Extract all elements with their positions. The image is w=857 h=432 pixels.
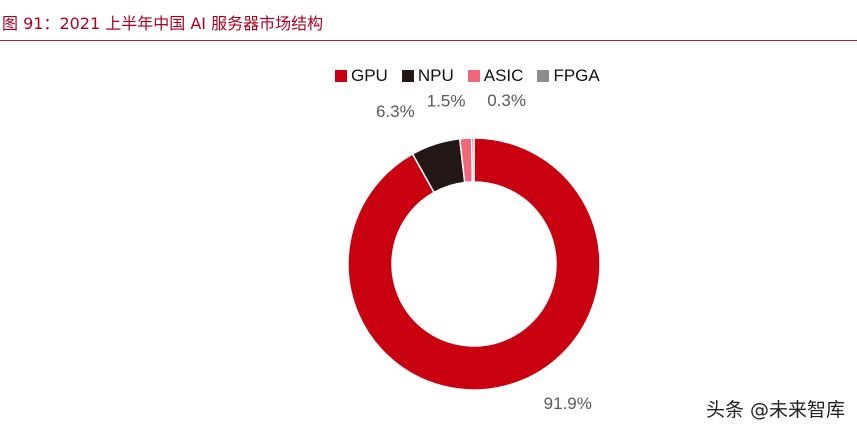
legend-label-asic: ASIC (483, 66, 524, 85)
data-label-gpu: 91.9% (544, 394, 592, 413)
legend-swatch-gpu (335, 70, 347, 82)
legend-item-gpu: GPU (335, 66, 388, 86)
legend-item-npu: NPU (401, 66, 454, 86)
chart-legend: GPU NPU ASIC FPGA (335, 66, 600, 86)
figure-header: 图 91：2021 上半年中国 AI 服务器市场结构 (0, 0, 857, 41)
legend-swatch-npu (401, 70, 414, 82)
data-label-asic: 1.5% (427, 91, 466, 110)
donut-slices (347, 137, 601, 391)
legend-swatch-fpga (537, 70, 550, 82)
legend-label-gpu: GPU (351, 66, 388, 85)
legend-item-fpga: FPGA (537, 66, 600, 86)
legend-label-npu: NPU (417, 66, 454, 85)
data-label-npu: 6.3% (376, 102, 415, 121)
legend-label-fpga: FPGA (553, 66, 600, 85)
legend-item-asic: ASIC (467, 66, 524, 86)
watermark: 头条 @未来智库 (705, 399, 845, 421)
donut-slice-gpu (347, 137, 601, 391)
legend-swatch-asic (467, 70, 480, 82)
data-label-fpga: 0.3% (487, 91, 526, 110)
donut-slice-fpga (470, 137, 475, 183)
chart-title: 图 91：2021 上半年中国 AI 服务器市场结构 (2, 14, 324, 33)
data-labels: 91.9% 6.3% 1.5% 0.3% (376, 91, 592, 413)
